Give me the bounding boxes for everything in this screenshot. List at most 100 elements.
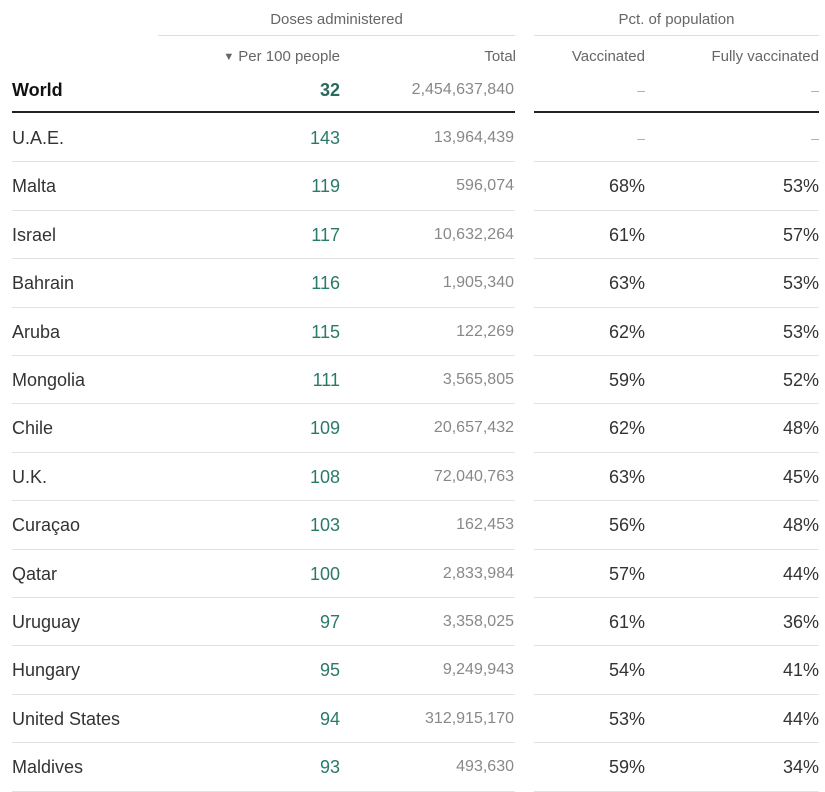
row-divider bbox=[534, 694, 819, 695]
total-doses-value: 596,074 bbox=[456, 177, 514, 194]
row-divider bbox=[12, 258, 515, 259]
world-per-100: 32 bbox=[319, 80, 340, 100]
table-row: Curaçao 103 162,453 56% 48% bbox=[0, 501, 825, 549]
row-divider bbox=[12, 645, 515, 646]
total-doses-value: 493,630 bbox=[456, 758, 514, 775]
table-row: Mongolia 111 3,565,805 59% 52% bbox=[0, 356, 825, 404]
per-100-value: 108 bbox=[309, 467, 340, 487]
column-header-per-100[interactable]: ▼ Per 100 people bbox=[158, 48, 340, 68]
per-100-value: 119 bbox=[311, 176, 340, 196]
fully-vaccinated-pct: 36% bbox=[782, 612, 819, 632]
per-100-value: 109 bbox=[309, 418, 340, 438]
column-header-per-100-label: Per 100 people bbox=[238, 48, 340, 65]
table-row: Aruba 115 122,269 62% 53% bbox=[0, 308, 825, 356]
country-name: United States bbox=[12, 709, 121, 729]
world-name: World bbox=[12, 80, 63, 100]
country-name: Israel bbox=[12, 225, 57, 245]
world-divider-left bbox=[12, 111, 515, 113]
world-fully-vaccinated: – bbox=[811, 82, 819, 98]
vaccinated-pct: 59% bbox=[608, 370, 645, 390]
total-doses-value: 2,833,984 bbox=[442, 565, 514, 582]
fully-vaccinated-pct: 44% bbox=[782, 564, 819, 584]
fully-vaccinated-pct: 53% bbox=[782, 176, 819, 196]
country-name: Chile bbox=[12, 418, 54, 438]
row-divider bbox=[12, 742, 515, 743]
fully-vaccinated-pct: 34% bbox=[782, 757, 819, 777]
row-divider bbox=[534, 161, 819, 162]
fully-vaccinated-pct: 44% bbox=[782, 709, 819, 729]
country-name: U.A.E. bbox=[12, 128, 65, 148]
total-doses-value: 162,453 bbox=[456, 516, 514, 533]
fully-vaccinated-pct: 53% bbox=[782, 322, 819, 342]
table-row: Bahrain 116 1,905,340 63% 53% bbox=[0, 259, 825, 307]
vaccinated-pct: 54% bbox=[608, 660, 645, 680]
country-name: Mongolia bbox=[12, 370, 86, 390]
table-row: Maldives 93 493,630 59% 34% bbox=[0, 743, 825, 791]
row-divider bbox=[12, 161, 515, 162]
fully-vaccinated-pct: 48% bbox=[782, 418, 819, 438]
total-doses-value: 3,565,805 bbox=[442, 371, 514, 388]
table-row: U.K. 108 72,040,763 63% 45% bbox=[0, 453, 825, 501]
vaccinated-pct: 57% bbox=[608, 564, 645, 584]
table-row: Qatar 100 2,833,984 57% 44% bbox=[0, 550, 825, 598]
world-vaccinated: – bbox=[637, 82, 645, 98]
total-doses-value: 122,269 bbox=[456, 323, 514, 340]
per-100-value: 94 bbox=[319, 709, 340, 729]
table-row: Israel 117 10,632,264 61% 57% bbox=[0, 211, 825, 259]
vaccinated-pct: 56% bbox=[608, 515, 645, 535]
per-100-value: 97 bbox=[319, 612, 340, 632]
country-name: Maldives bbox=[12, 757, 84, 777]
vaccinated-pct: – bbox=[637, 130, 645, 146]
per-100-value: 93 bbox=[319, 757, 340, 777]
row-divider bbox=[534, 403, 819, 404]
per-100-value: 103 bbox=[309, 515, 340, 535]
world-total: 2,454,637,840 bbox=[411, 81, 514, 98]
total-doses-value: 3,358,025 bbox=[442, 613, 514, 630]
country-name: Curaçao bbox=[12, 515, 81, 535]
row-divider bbox=[12, 307, 515, 308]
group-header-pct-population: Pct. of population bbox=[618, 11, 735, 28]
table-row: United States 94 312,915,170 53% 44% bbox=[0, 695, 825, 743]
total-doses-value: 1,905,340 bbox=[442, 274, 514, 291]
world-row: World 32 2,454,637,840 – – bbox=[0, 66, 825, 114]
country-name: U.K. bbox=[12, 467, 48, 487]
per-100-value: 100 bbox=[309, 564, 340, 584]
vaccinated-pct: 63% bbox=[608, 467, 645, 487]
row-divider bbox=[534, 258, 819, 259]
table-row: U.A.E. 143 13,964,439 – – bbox=[0, 114, 825, 162]
country-name: Bahrain bbox=[12, 273, 75, 293]
fully-vaccinated-pct: 57% bbox=[782, 225, 819, 245]
per-100-value: 143 bbox=[309, 128, 340, 148]
row-divider bbox=[12, 597, 515, 598]
group-divider-pct bbox=[534, 35, 819, 36]
row-divider bbox=[534, 597, 819, 598]
row-divider bbox=[534, 645, 819, 646]
vaccinated-pct: 61% bbox=[608, 225, 645, 245]
column-header-fully-vaccinated[interactable]: Fully vaccinated bbox=[711, 48, 819, 65]
fully-vaccinated-pct: 48% bbox=[782, 515, 819, 535]
total-doses-value: 20,657,432 bbox=[433, 419, 514, 436]
fully-vaccinated-pct: – bbox=[811, 130, 819, 146]
row-divider bbox=[534, 549, 819, 550]
vaccinated-pct: 63% bbox=[608, 273, 645, 293]
table-row: Malta 119 596,074 68% 53% bbox=[0, 162, 825, 210]
row-divider bbox=[12, 549, 515, 550]
total-doses-value: 13,964,439 bbox=[433, 129, 514, 146]
per-100-value: 116 bbox=[311, 273, 340, 293]
group-header-doses: Doses administered bbox=[270, 11, 403, 28]
column-header-vaccinated[interactable]: Vaccinated bbox=[571, 48, 645, 65]
vaccinated-pct: 62% bbox=[608, 418, 645, 438]
row-divider bbox=[12, 403, 515, 404]
country-name: Hungary bbox=[12, 660, 81, 680]
column-header-total[interactable]: Total bbox=[484, 48, 516, 65]
fully-vaccinated-pct: 53% bbox=[782, 273, 819, 293]
group-divider-doses bbox=[158, 35, 515, 36]
row-divider bbox=[534, 210, 819, 211]
row-divider bbox=[534, 355, 819, 356]
total-doses-value: 10,632,264 bbox=[433, 226, 514, 243]
table-row: Chile 109 20,657,432 62% 48% bbox=[0, 404, 825, 452]
vaccinated-pct: 59% bbox=[608, 757, 645, 777]
table-row: Uruguay 97 3,358,025 61% 36% bbox=[0, 598, 825, 646]
per-100-value: 117 bbox=[311, 225, 340, 245]
fully-vaccinated-pct: 41% bbox=[782, 660, 819, 680]
